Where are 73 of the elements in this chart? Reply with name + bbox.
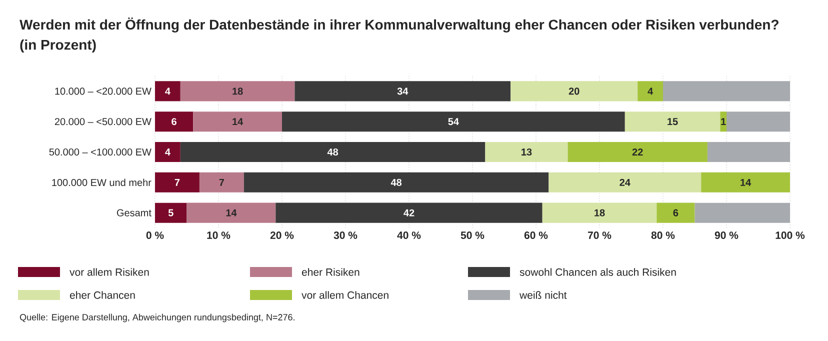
legend-label: eher Risiken xyxy=(302,268,360,276)
data-label: 54 xyxy=(448,118,459,126)
bar xyxy=(548,172,702,192)
bar xyxy=(155,142,180,162)
bar xyxy=(542,202,657,223)
data-label: 14 xyxy=(740,178,752,186)
x-tick-label: 10 % xyxy=(207,232,230,239)
data-label: 5 xyxy=(168,209,174,216)
source-note: Quelle: Eigene Darstellung, Abweichungen rundungsbedingt, N=276. xyxy=(20,314,294,322)
bar xyxy=(568,142,708,162)
bar xyxy=(180,81,295,102)
data-label: 48 xyxy=(390,178,402,186)
x-tick-label: 80 % xyxy=(651,232,675,239)
data-label: 18 xyxy=(232,88,243,95)
chart-title: Werden mit der Öffnung der Datenbestände in ihrer Kommunalverwaltung eher Chancen oder Risiken verbunden? xyxy=(20,18,778,32)
y-tick-label: 10.000 – <20.000 EW xyxy=(55,88,152,95)
x-tick-label: 100 % xyxy=(776,232,805,239)
data-label: 14 xyxy=(232,118,244,126)
bar xyxy=(180,142,486,162)
legend-label: weiß nicht xyxy=(520,291,567,299)
bar xyxy=(294,81,511,102)
y-tick-label: 100.000 EW und mehr xyxy=(52,178,152,186)
bar xyxy=(155,81,180,102)
x-tick-label: 0 % xyxy=(146,232,164,239)
data-label: 4 xyxy=(165,88,170,95)
legend-label: eher Chancen xyxy=(70,291,135,299)
x-tick-label: 90 % xyxy=(714,232,738,239)
data-label: 34 xyxy=(397,88,408,95)
data-label: 13 xyxy=(522,148,532,156)
data-label: 6 xyxy=(172,118,176,126)
data-label: 1 xyxy=(721,118,726,126)
bar xyxy=(720,112,726,132)
data-label: 20 xyxy=(568,88,580,95)
x-tick-label: 20 % xyxy=(270,232,294,239)
data-label: 15 xyxy=(668,118,678,126)
bar xyxy=(199,172,244,192)
y-tick-label: Gesamt xyxy=(116,209,152,216)
bar xyxy=(485,142,568,162)
bar xyxy=(638,81,663,102)
x-tick-label: 70 % xyxy=(588,232,612,239)
x-tick-label: 40 % xyxy=(397,232,421,239)
data-label: 6 xyxy=(673,209,678,216)
bar xyxy=(155,202,187,223)
legend-label: sowohl Chancen als auch Risiken xyxy=(520,268,676,276)
chart-subtitle: (in Prozent) xyxy=(20,39,96,53)
data-label: 22 xyxy=(632,148,643,156)
x-tick-label: 60 % xyxy=(524,232,548,239)
data-label: 4 xyxy=(165,148,170,156)
bar xyxy=(701,172,790,192)
bar xyxy=(186,202,276,223)
data-label: 14 xyxy=(226,209,237,216)
bar xyxy=(656,202,695,223)
bar xyxy=(155,172,200,192)
data-label: 24 xyxy=(620,178,630,186)
bar xyxy=(193,112,282,132)
legend-label: vor allem Risiken xyxy=(70,268,149,276)
bar xyxy=(510,81,638,102)
data-label: 42 xyxy=(404,209,414,216)
data-label: 7 xyxy=(174,178,180,186)
y-tick-label: 50.000 – <100.000 EW xyxy=(49,148,152,156)
bar xyxy=(624,112,720,132)
data-label: 4 xyxy=(648,88,654,95)
bar xyxy=(155,112,194,132)
x-tick-label: 30 % xyxy=(334,232,358,239)
bar xyxy=(276,202,542,223)
data-label: 7 xyxy=(219,178,224,186)
data-label: 48 xyxy=(327,148,338,156)
data-label: 18 xyxy=(594,209,605,216)
legend-label: vor allem Chancen xyxy=(302,291,388,299)
x-tick-label: 50 % xyxy=(460,232,484,239)
bar xyxy=(282,112,625,132)
y-tick-label: 20.000 – <50.000 EW xyxy=(54,118,152,126)
bar xyxy=(244,172,549,192)
